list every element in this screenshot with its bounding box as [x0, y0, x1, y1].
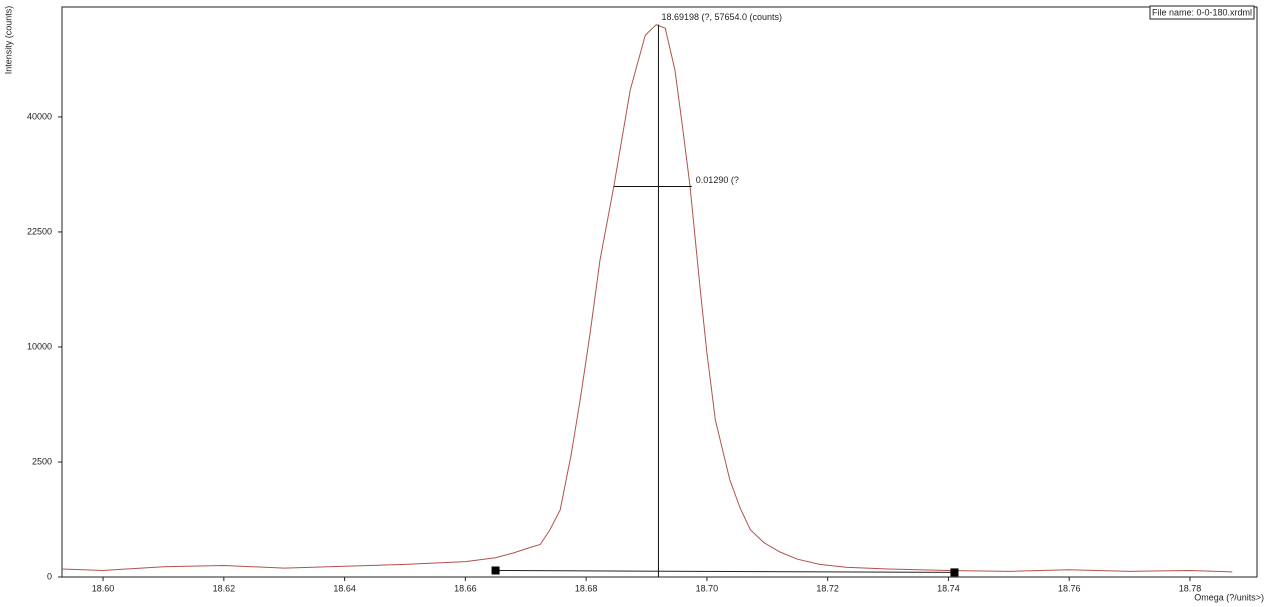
background-marker — [950, 568, 959, 577]
x-tick-label: 18.68 — [575, 583, 598, 593]
y-axis-label: Intensity (counts) — [3, 6, 13, 75]
x-tick-label: 18.64 — [333, 583, 356, 593]
peak-label: 18.69198 (?, 57654.0 (counts) — [661, 12, 782, 22]
x-tick-label: 18.72 — [816, 583, 839, 593]
x-tick-label: 18.74 — [937, 583, 960, 593]
fwhm-label: 0.01290 (? — [696, 175, 739, 185]
background-marker — [491, 566, 500, 575]
x-tick-label: 18.66 — [454, 583, 477, 593]
x-tick-label: 18.78 — [1179, 583, 1202, 593]
y-tick-label: 22500 — [27, 226, 52, 236]
y-tick-label: 2500 — [32, 456, 52, 466]
y-tick-label: 40000 — [27, 111, 52, 121]
data-line — [61, 24, 1233, 573]
file-name: File name: 0-0-180.xrdml — [1152, 7, 1252, 17]
x-axis-label: Omega (?/units>) — [1194, 592, 1264, 602]
x-tick-label: 18.62 — [213, 583, 236, 593]
file-name-box — [1149, 5, 1255, 20]
y-tick-label: 0 — [47, 571, 52, 581]
y-tick-label: 10000 — [27, 341, 52, 351]
x-tick-label: 18.60 — [92, 583, 115, 593]
background-line — [495, 569, 955, 573]
plot-frame — [61, 6, 1258, 578]
x-tick-label: 18.70 — [696, 583, 719, 593]
x-tick-label: 18.76 — [1058, 583, 1081, 593]
